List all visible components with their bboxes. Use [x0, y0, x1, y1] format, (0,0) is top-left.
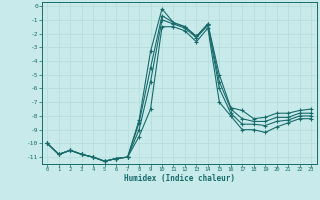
X-axis label: Humidex (Indice chaleur): Humidex (Indice chaleur) [124, 174, 235, 183]
